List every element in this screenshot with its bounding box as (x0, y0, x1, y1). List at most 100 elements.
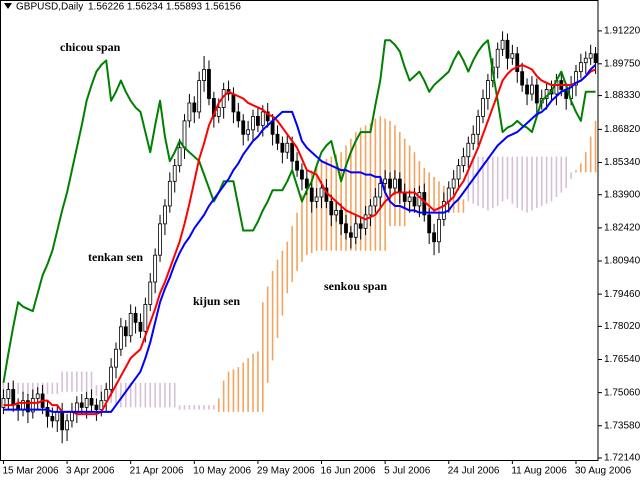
candle-body (334, 210, 339, 216)
x-tick-label: 5 Jul 2006 (384, 466, 431, 477)
candle-body (60, 411, 65, 431)
chart-quote: 1.56226 1.56234 1.55893 1.56156 (88, 2, 241, 13)
candle-body (378, 183, 383, 198)
indicator-line (3, 64, 597, 413)
candle-body (45, 406, 50, 417)
candle-body (74, 402, 79, 413)
candle-body (138, 321, 143, 332)
candle-body (1, 398, 6, 408)
candle-body (197, 80, 202, 113)
cloud-label: senkou span (324, 279, 387, 293)
candle-body (466, 142, 471, 158)
candle-body (265, 111, 270, 122)
x-tick-label: 3 Apr 2006 (66, 466, 115, 477)
x-tick-label: 16 Jun 2006 (321, 466, 376, 477)
candle-body (192, 102, 197, 113)
candle-body (65, 420, 69, 431)
y-tick-label: 1.86820 (604, 124, 640, 135)
candle-body (510, 53, 515, 59)
candle-body (412, 196, 417, 207)
candle-body (481, 98, 485, 117)
candle-body (79, 402, 84, 408)
candle-body (578, 62, 583, 73)
candle-body (84, 398, 89, 408)
plot-area (1, 31, 598, 444)
y-tick-label: 1.78020 (604, 321, 640, 332)
header-icon (4, 3, 12, 9)
candle-body (216, 107, 221, 117)
candle-body (329, 201, 334, 216)
candle-body (368, 205, 373, 216)
candle-body (520, 71, 525, 86)
x-tick-label: 30 Aug 2006 (575, 466, 632, 477)
candle-body (583, 57, 588, 64)
candle-body (187, 102, 192, 122)
y-tick-label: 1.85340 (604, 157, 640, 168)
candle-body (505, 39, 510, 59)
candle-body (114, 348, 118, 368)
y-tick-label: 1.76540 (604, 354, 640, 365)
series-label: kijun sen (193, 294, 240, 308)
candle-body (143, 304, 148, 332)
candle-body (290, 142, 295, 162)
candle-body (207, 68, 211, 99)
x-tick-label: 11 Aug 2006 (511, 466, 567, 477)
candle-body (158, 223, 162, 256)
x-tick-label: 24 Jul 2006 (448, 466, 500, 477)
y-tick-label: 1.89750 (604, 58, 640, 69)
candle-body (353, 223, 358, 238)
candle-body (260, 111, 265, 126)
candle-body (246, 129, 251, 135)
candle-body (231, 93, 236, 113)
candle-body (402, 192, 407, 202)
y-tick-label: 1.91220 (604, 26, 640, 37)
candle-body (236, 111, 241, 122)
candle-body (295, 160, 299, 171)
candle-body (50, 415, 55, 422)
y-tick-label: 1.72140 (604, 453, 640, 464)
candle-body (451, 178, 456, 189)
candle-body (148, 281, 153, 305)
candle-body (344, 223, 348, 234)
candle-body (285, 142, 290, 153)
candle-body (495, 48, 500, 68)
candle-body (133, 312, 138, 323)
indicator-line (3, 63, 596, 416)
y-tick-label: 1.83900 (604, 189, 640, 200)
candle-body (55, 411, 60, 422)
candle-body (393, 178, 397, 189)
y-tick-label: 1.88330 (604, 90, 640, 101)
candle-body (118, 326, 123, 350)
series-label: chicou span (60, 40, 121, 54)
candle-body (30, 398, 35, 413)
candle-body (89, 398, 94, 406)
candle-body (202, 68, 206, 81)
x-tick-label: 21 Apr 2006 (130, 466, 184, 477)
candle-body (588, 53, 593, 59)
candle-body (11, 389, 16, 406)
candle-body (128, 312, 133, 337)
candle-body (256, 115, 260, 126)
candle-body (525, 84, 529, 95)
candle-body (177, 147, 182, 167)
candle-body (388, 178, 392, 189)
y-tick-label: 1.79460 (604, 289, 640, 300)
candle-body (432, 232, 436, 243)
candle-body (167, 180, 172, 207)
plot-frame (0, 0, 599, 461)
candle-body (153, 254, 158, 283)
candle-body (530, 84, 534, 95)
candle-body (104, 389, 109, 402)
candle-body (485, 80, 490, 99)
candle-body (241, 120, 246, 135)
candle-body (534, 84, 539, 104)
candle-body (407, 196, 412, 202)
candle-body (437, 218, 441, 243)
candle-body (383, 178, 388, 184)
x-tick-label: 29 May 2006 (257, 466, 315, 477)
candle-body (163, 205, 167, 225)
candle-body (182, 120, 187, 149)
candle-body (500, 39, 505, 50)
